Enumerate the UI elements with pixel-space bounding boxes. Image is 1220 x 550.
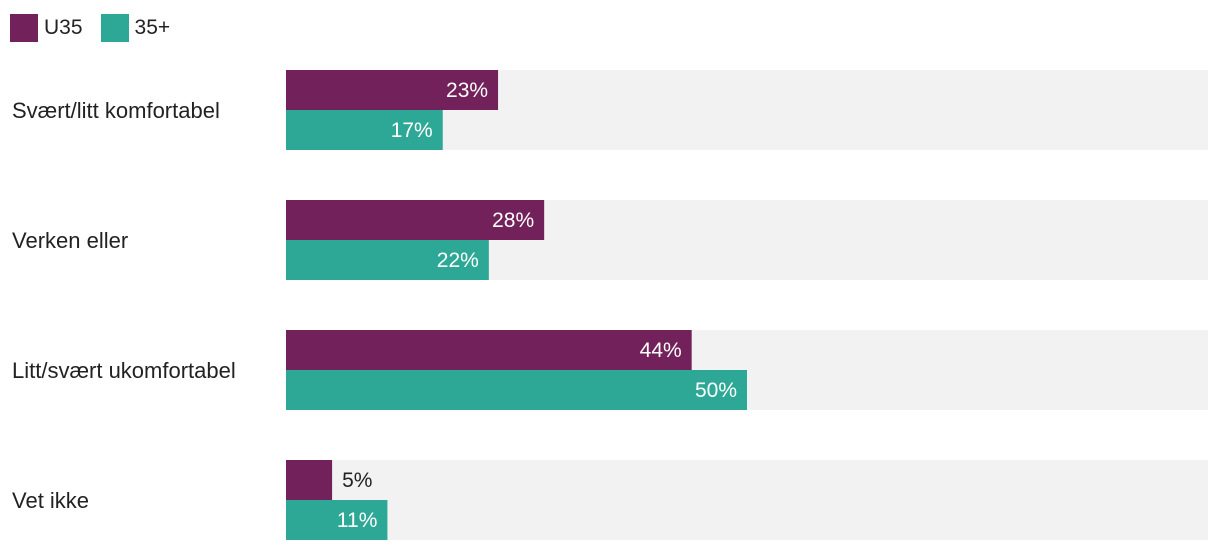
legend-label-35-plus: 35+ xyxy=(134,16,171,39)
value-label-35-cat-3: 50% xyxy=(695,379,737,402)
category-label-cat-3: Litt/svært ukomfortabel xyxy=(12,358,236,383)
legend-swatch-35-plus xyxy=(100,14,129,42)
legend-item-u35: U35 xyxy=(10,14,83,42)
bar-u35-cat-4 xyxy=(286,460,333,500)
bar-35-cat-1 xyxy=(286,110,443,150)
value-label-u35-cat-2: 28% xyxy=(492,209,534,232)
legend-swatch-u35 xyxy=(10,14,38,42)
bar-u35-cat-1 xyxy=(286,70,499,110)
category-label-cat-2: Verken eller xyxy=(12,228,128,253)
value-label-u35-cat-4: 5% xyxy=(342,469,372,492)
bar-u35-cat-3 xyxy=(286,330,692,370)
legend: U35 35+ xyxy=(10,14,188,42)
category-label-cat-4: Vet ikke xyxy=(12,488,89,513)
value-label-u35-cat-3: 44% xyxy=(640,339,682,362)
value-label-35-cat-4: 11% xyxy=(337,509,377,532)
bar-35-cat-4 xyxy=(286,500,388,540)
legend-label-u35: U35 xyxy=(44,16,83,39)
bar-35-cat-3 xyxy=(286,370,747,410)
value-label-35-cat-1: 17% xyxy=(391,119,433,142)
category-label-cat-1: Svært/litt komfortabel xyxy=(12,98,220,123)
legend-item-35-plus: 35+ xyxy=(100,14,171,42)
bar-track-cat-4 xyxy=(286,460,1208,540)
value-label-u35-cat-1: 23% xyxy=(446,79,488,102)
value-label-35-cat-2: 22% xyxy=(437,249,479,272)
bar-u35-cat-2 xyxy=(286,200,545,240)
bar-35-cat-2 xyxy=(286,240,489,280)
